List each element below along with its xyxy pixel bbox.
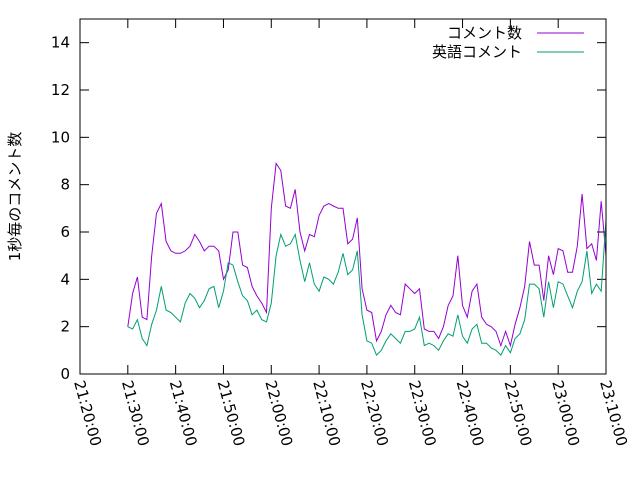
y-tick-label: 6	[60, 223, 70, 241]
legend-label-1: コメント数	[447, 24, 522, 42]
y-tick-label: 0	[60, 365, 70, 383]
series-lines	[127, 161, 607, 356]
y-axis-label: 1秒毎のコメント数	[6, 132, 24, 262]
y-tick-label: 8	[60, 176, 70, 194]
y-axis-ticks: 0 2 4 6 8 10 12 14	[51, 34, 606, 383]
series-line-1	[127, 161, 607, 348]
y-tick-label: 10	[51, 128, 70, 146]
plot-frame	[79, 18, 607, 375]
legend-label-2: 英語コメント	[432, 43, 522, 61]
y-tick-label: 14	[51, 34, 70, 52]
y-tick-label: 2	[60, 318, 70, 336]
y-tick-label: 12	[51, 81, 70, 99]
y-tick-label: 4	[60, 270, 70, 288]
series-line-2	[127, 220, 607, 356]
